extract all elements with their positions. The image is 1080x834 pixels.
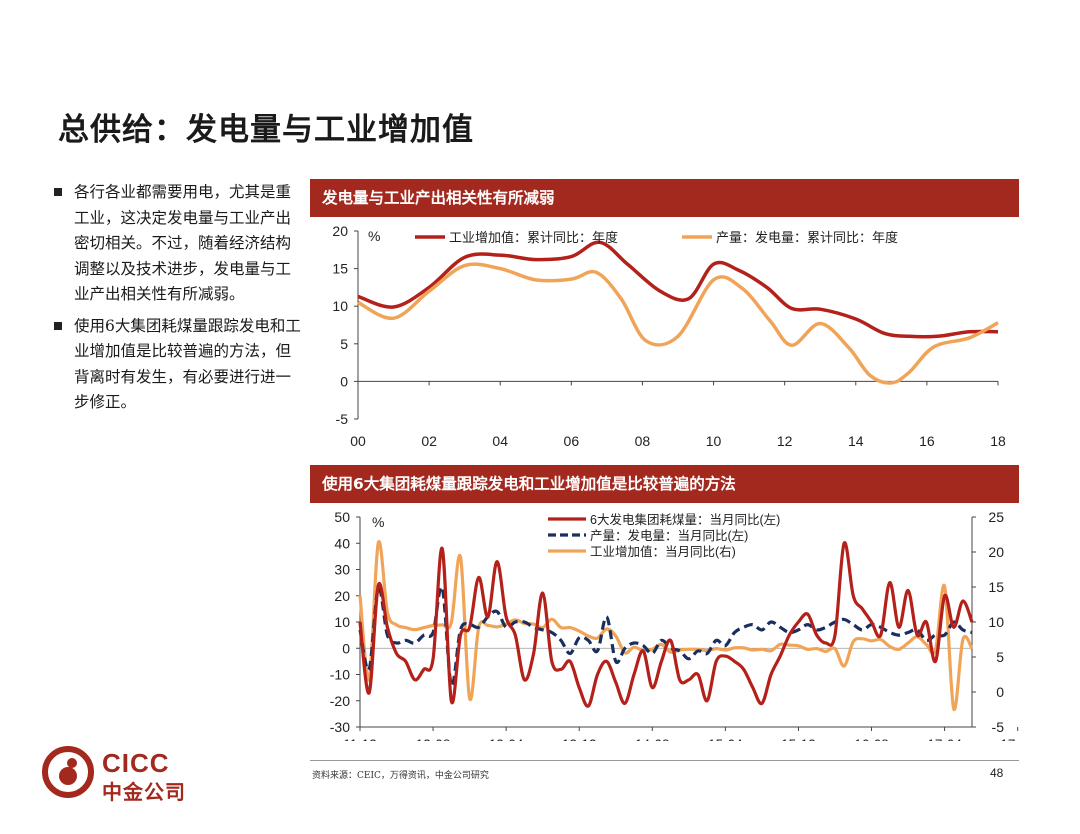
- logo-text-en: CICC: [102, 748, 170, 778]
- chart2-legend-label: 产量：发电量：当月同比(左): [590, 528, 748, 543]
- chart2-x-tick-label: 13-12: [562, 737, 597, 741]
- chart2-x-tick-label: 16-08: [854, 737, 889, 741]
- chart2-left-tick-label: 0: [342, 640, 350, 656]
- chart2-right-tick-label: 5: [996, 649, 1004, 665]
- cicc-logo: CICC 中金公司: [42, 746, 202, 806]
- chart2-left-tick-label: 10: [334, 614, 350, 630]
- bullet-square-icon: [54, 188, 62, 196]
- chart2-series-line: [358, 540, 974, 711]
- chart2-right-tick-label: 25: [988, 509, 1004, 525]
- chart1-x-tick-label: 10: [706, 433, 722, 449]
- chart2-x-tick-label: 12-08: [416, 737, 451, 741]
- chart2-right-tick-label: 0: [996, 684, 1004, 700]
- bullet-list: 各行各业都需要用电，尤其是重工业，这决定发电量与工业产出密切相关。不过，随着经济…: [52, 180, 302, 422]
- chart1-y-tick-label: 15: [332, 261, 348, 277]
- chart2-right-tick-label: 15: [988, 579, 1004, 595]
- chart2-legend-label: 6大发电集团耗煤量：当月同比(左): [590, 512, 780, 527]
- chart1-legend-label: 产量：发电量：累计同比：年度: [716, 230, 898, 245]
- chart2-unit-label: %: [372, 514, 384, 530]
- chart1-y-tick-label: 5: [340, 336, 348, 352]
- chart1-x-tick-label: 18: [990, 433, 1006, 449]
- chart1-y-tick-label: -5: [336, 411, 349, 427]
- bullet-text: 各行各业都需要用电，尤其是重工业，这决定发电量与工业产出密切相关。不过，随着经济…: [74, 183, 292, 303]
- cicc-logo-mark-icon: [42, 746, 94, 798]
- chart2-right-tick-label: -5: [992, 719, 1005, 735]
- bullet-text: 使用6大集团耗煤量跟踪发电和工业增加值是比较普遍的方法，但背离时有发生，有必要进…: [74, 316, 301, 412]
- chart1-x-tick-label: 08: [635, 433, 651, 449]
- logo-text-cn: 中金公司: [102, 780, 186, 804]
- page-number: 48: [990, 766, 1004, 780]
- chart1-y-tick-label: 10: [332, 298, 348, 314]
- chart2-x-tick-label: 15-12: [781, 737, 816, 741]
- bullet-item: 各行各业都需要用电，尤其是重工业，这决定发电量与工业产出密切相关。不过，随着经济…: [52, 180, 302, 308]
- chart2-title: 使用6大集团耗煤量跟踪发电和工业增加值是比较普遍的方法: [310, 465, 1019, 503]
- chart2-x-tick-label: 15-04: [708, 737, 743, 741]
- chart2-x-tick-label: 11-12: [343, 737, 377, 741]
- chart1-legend-label: 工业增加值：累计同比：年度: [449, 230, 618, 245]
- chart2-left-tick-label: -10: [330, 667, 350, 683]
- chart2-series-line: [358, 541, 974, 708]
- page-title: 总供给：发电量与工业增加值: [58, 112, 474, 148]
- chart1-y-tick-label: 20: [332, 223, 348, 239]
- chart1-y-tick-label: 0: [340, 373, 348, 389]
- chart1-x-tick-label: 02: [421, 433, 437, 449]
- chart2-left-tick-label: -30: [330, 719, 350, 735]
- chart1-title: 发电量与工业产出相关性有所减弱: [310, 179, 1019, 217]
- chart2-left-tick-label: 20: [334, 588, 350, 604]
- bullet-square-icon: [54, 321, 62, 330]
- chart1-x-tick-label: 06: [564, 433, 580, 449]
- chart2-right-tick-label: 10: [988, 614, 1004, 630]
- bullet-item: 使用6大集团耗煤量跟踪发电和工业增加值是比较普遍的方法，但背离时有发生，有必要进…: [52, 314, 302, 416]
- chart1-series-line: [357, 240, 999, 339]
- chart1-x-tick-label: 14: [848, 433, 864, 449]
- chart2-x-tick-label: 13-04: [489, 737, 524, 741]
- chart1-unit-label: %: [368, 228, 380, 244]
- chart2-coal-consumption: -30 -20 -10 0 10 20 30 40 50 -5 0 5 10 15 20 25% 11-12 12…: [330, 509, 1019, 741]
- chart2-left-tick-label: -20: [330, 693, 350, 709]
- chart2-legend-label: 工业增加值：当月同比(右): [590, 544, 736, 559]
- chart1-x-tick-label: 00: [350, 433, 366, 449]
- chart1-series-line: [357, 262, 999, 385]
- footer-divider: [310, 760, 1019, 761]
- chart2-left-tick-label: 30: [334, 562, 350, 578]
- chart1-power-vs-industry: -5 0 5 10 15 20 % 00 02 04 06 08 10 12 14 16 18 工业增加值：累计同…: [332, 223, 1006, 449]
- source-note: 资料来源：CEIC，万得资讯，中金公司研究: [312, 771, 489, 781]
- chart2-left-tick-label: 40: [334, 535, 350, 551]
- chart1-x-tick-label: 12: [777, 433, 793, 449]
- chart2-x-tick-label: 14-08: [635, 737, 670, 741]
- chart2-x-tick-label: 17-04: [927, 737, 962, 741]
- chart1-x-tick-label: 16: [919, 433, 935, 449]
- chart2-left-tick-label: 50: [334, 509, 350, 525]
- chart2-right-tick-label: 20: [988, 544, 1004, 560]
- chart1-x-tick-label: 04: [492, 433, 508, 449]
- chart2-x-tick-label: 17-12: [1000, 737, 1019, 741]
